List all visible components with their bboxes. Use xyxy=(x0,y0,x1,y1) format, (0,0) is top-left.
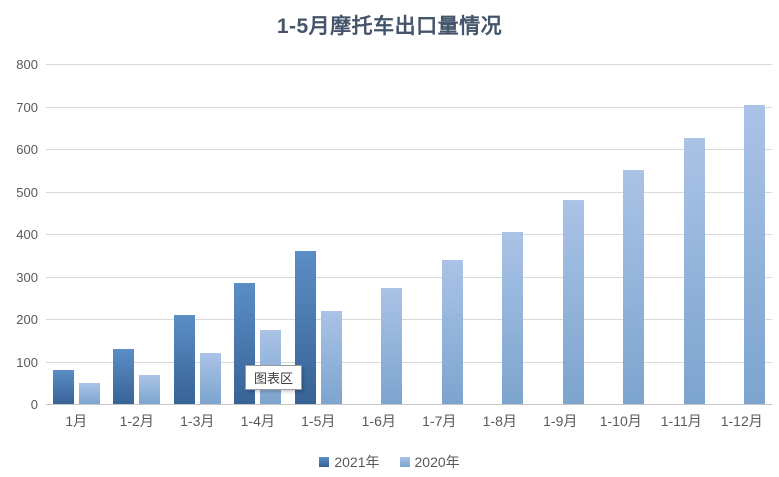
x-tick-label-1-7月: 1-7月 xyxy=(422,413,457,429)
legend-swatch-icon xyxy=(399,457,410,467)
bar-2021年-1月[interactable] xyxy=(52,370,74,405)
bar-group-1月 xyxy=(46,65,107,405)
x-tick-label-1-3月: 1-3月 xyxy=(180,413,215,429)
gridline-600 xyxy=(46,149,772,150)
y-tick-label-700: 700 xyxy=(16,99,38,115)
x-tick-label-1-12月: 1-12月 xyxy=(720,413,763,429)
chart-title: 1-5月摩托车出口量情况 xyxy=(276,15,503,38)
bar-group-1-11月 xyxy=(651,65,712,405)
x-axis-line xyxy=(46,404,772,405)
bar-group-1-7月 xyxy=(409,65,470,405)
x-tick-label-1-6月: 1-6月 xyxy=(361,413,396,429)
bar-group-1-12月 xyxy=(712,65,773,405)
bar-group-1-2月 xyxy=(107,65,168,405)
plot-area[interactable] xyxy=(46,64,772,405)
bar-group-1-6月 xyxy=(349,65,410,405)
x-tick-label-1-2月: 1-2月 xyxy=(119,413,154,429)
x-tick-label-1-9月: 1-9月 xyxy=(543,413,578,429)
bar-group-1-5月 xyxy=(288,65,349,405)
y-tick-label-800: 800 xyxy=(16,57,38,72)
bar-group-1-8月 xyxy=(470,65,531,405)
bar-2020年-1-6月[interactable] xyxy=(381,288,403,405)
x-tick-label-1-10月: 1-10月 xyxy=(599,413,642,429)
legend-item-2021年[interactable]: 2021年 xyxy=(319,452,380,472)
gridline-300 xyxy=(46,276,772,278)
legend-swatch-icon xyxy=(319,457,330,467)
gridline-700 xyxy=(46,106,772,108)
legend: 2021年 2020年 xyxy=(0,452,779,472)
bar-2020年-1月[interactable] xyxy=(78,383,100,405)
x-tick-label-1月: 1月 xyxy=(65,413,88,429)
bar-groups xyxy=(46,65,772,405)
chart-area-tooltip: 图表区 xyxy=(245,365,303,390)
y-tick-label-400: 400 xyxy=(16,227,38,242)
y-tick-label-100: 100 xyxy=(16,354,38,370)
legend-item-2020年[interactable]: 2020年 xyxy=(399,452,460,472)
bar-group-1-4月 xyxy=(228,65,289,405)
legend-label: 2021年 xyxy=(334,454,380,470)
bar-group-1-3月 xyxy=(167,65,228,405)
x-tick-label-1-8月: 1-8月 xyxy=(482,413,517,429)
x-axis-tick-labels: 1月 1-2月 1-3月 1-4月 1-5月 1-6月 1-7月 1-8月 1-9月 1-10月 1… xyxy=(46,411,772,431)
bar-2020年-1-7月[interactable] xyxy=(441,260,463,405)
bar-2020年-1-2月[interactable] xyxy=(139,375,161,405)
gridline-800 xyxy=(46,64,772,65)
bar-2020年-1-5月[interactable] xyxy=(320,311,342,405)
gridline-200 xyxy=(46,319,772,320)
bar-group-1-10月 xyxy=(591,65,652,405)
gridline-500 xyxy=(46,191,772,193)
y-tick-label-600: 600 xyxy=(16,142,38,157)
x-tick-label-1-11月: 1-11月 xyxy=(660,413,702,429)
bar-2020年-1-10月[interactable] xyxy=(623,170,645,405)
bar-group-1-9月 xyxy=(530,65,591,405)
y-tick-label-200: 200 xyxy=(16,312,38,327)
y-tick-label-0: 0 xyxy=(30,397,38,412)
x-tick-label-1-5月: 1-5月 xyxy=(301,413,336,429)
bar-2020年-1-3月[interactable] xyxy=(199,353,221,405)
bar-2020年-1-9月[interactable] xyxy=(562,200,584,405)
x-tick-label-1-4月: 1-4月 xyxy=(240,413,275,429)
gridline-400 xyxy=(46,234,772,235)
y-tick-label-300: 300 xyxy=(16,269,38,285)
bar-2021年-1-2月[interactable] xyxy=(113,349,135,405)
legend-label: 2020年 xyxy=(414,454,460,470)
gridline-100 xyxy=(46,361,772,363)
bar-2020年-1-12月[interactable] xyxy=(744,105,766,405)
bar-2021年-1-3月[interactable] xyxy=(173,315,195,405)
y-tick-label-500: 500 xyxy=(16,184,38,200)
bar-2020年-1-11月[interactable] xyxy=(683,138,705,405)
bar-2020年-1-8月[interactable] xyxy=(502,232,524,405)
